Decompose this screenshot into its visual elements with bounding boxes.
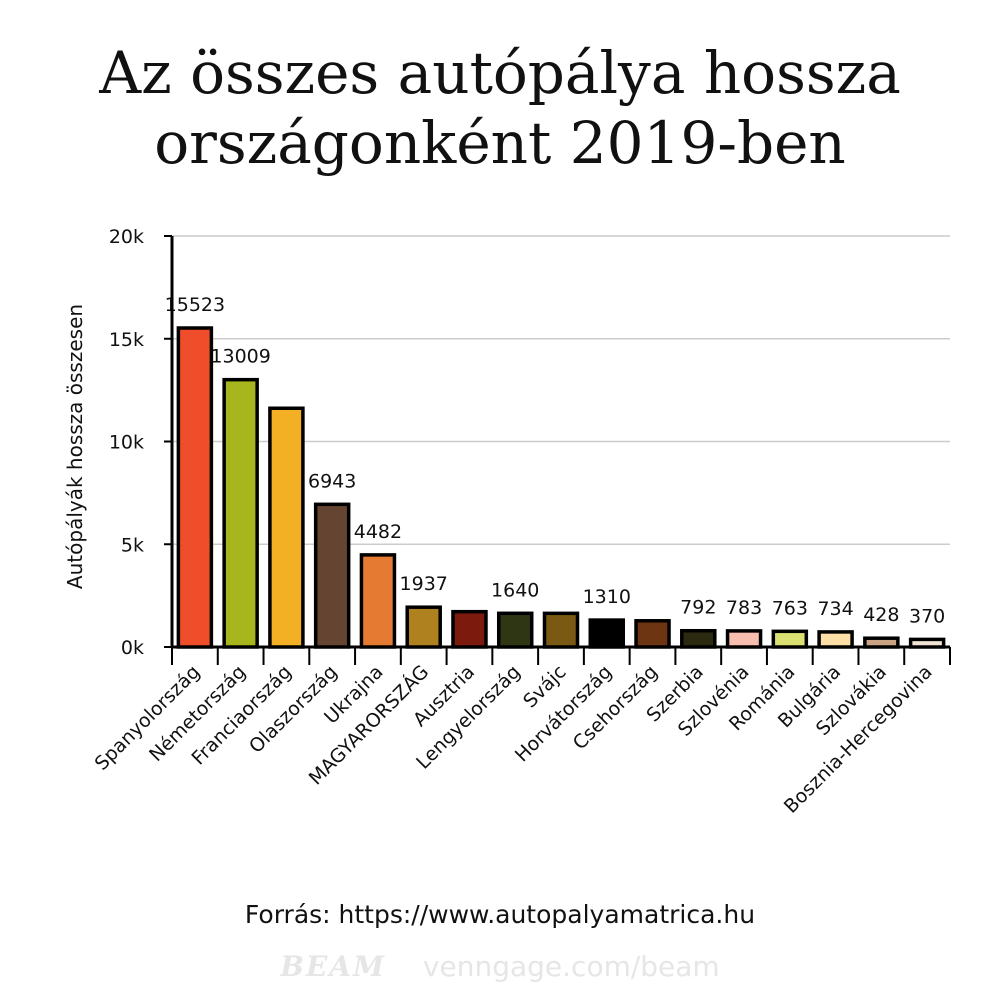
bar-5 [359,553,397,649]
data-label: 15523 [165,294,225,316]
chart-title-line-2: országonként 2019-ben [154,109,846,177]
brand-url: venngage.com/beam [422,950,720,983]
y-tick-label: 0k [121,637,144,659]
y-tick-label: 15k [109,329,144,351]
brand-logo: BEAM [280,950,387,983]
data-label: 734 [817,598,853,620]
data-label: 1640 [491,579,539,601]
bar-13 [725,629,763,649]
data-label: 13009 [210,346,270,368]
bar-10 [588,618,626,649]
brand-watermark: BEAM venngage.com/beam [0,950,1000,983]
bar-14 [771,629,809,649]
data-label: 6943 [308,470,356,492]
bar-11 [634,619,671,649]
bar-8 [496,611,534,649]
bar-1 [176,326,214,649]
bar-9 [542,611,580,649]
y-tick-label: 10k [109,432,144,454]
data-label: 792 [680,597,716,619]
chart-title-line-1: Az összes autópálya hossza [99,39,901,107]
bar-3 [268,406,305,649]
source-note: Forrás: https://www.autopalyamatrica.hu [244,900,756,929]
y-tick-label: 20k [109,226,144,248]
data-label: 428 [863,604,899,626]
data-label: 1937 [400,573,448,595]
bar-15 [817,630,854,649]
data-label: 4482 [354,521,402,543]
bar-2 [222,377,259,649]
bar-7 [451,609,488,649]
bar-4 [313,502,351,649]
y-tick-label: 5k [121,534,144,556]
bar-6 [405,605,442,649]
bar-12 [680,628,717,649]
data-label: 763 [772,597,808,619]
chart-title: Az összes autópálya hossza országonként … [0,38,1000,178]
data-label: 370 [909,605,945,627]
data-label: 1310 [583,586,631,608]
y-axis-title: Autópályák hossza összesen [63,304,87,589]
data-label: 783 [726,597,762,619]
